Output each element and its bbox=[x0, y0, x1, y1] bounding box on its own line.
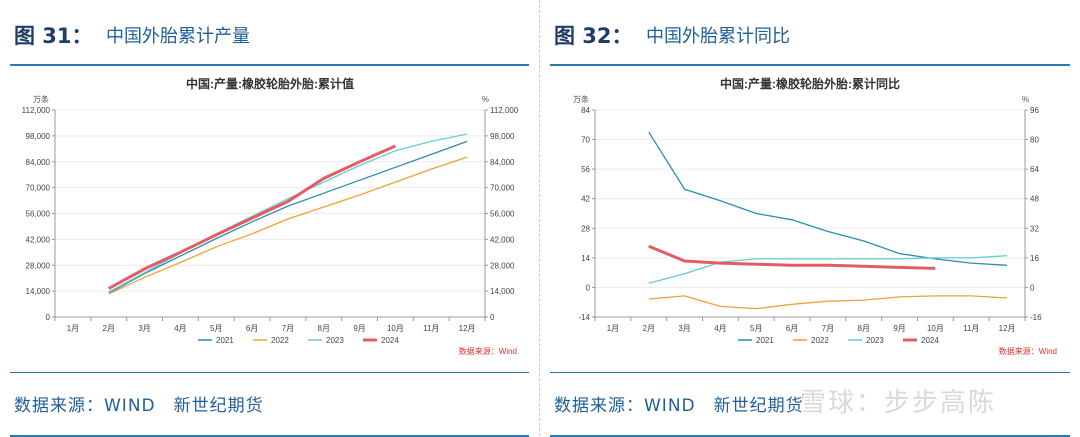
x-tick-label: 3月 bbox=[138, 324, 150, 333]
right-y-tick-label: 64 bbox=[1030, 165, 1039, 174]
left-axis-unit: 万条 bbox=[33, 94, 49, 104]
chart-source-note: 数据来源：Wind bbox=[999, 346, 1057, 356]
right-y-tick-label: 42,000 bbox=[490, 235, 515, 244]
x-tick-label: 4月 bbox=[174, 324, 186, 333]
legend-label-2023: 2023 bbox=[866, 336, 884, 345]
x-tick-label: 12月 bbox=[999, 324, 1016, 333]
right-y-tick-label: 84,000 bbox=[490, 158, 515, 167]
watermark: 雪球：步步高陈 bbox=[800, 388, 997, 418]
right-y-tick-label: 14,000 bbox=[490, 287, 515, 296]
chart-title: 中国:产量:橡胶轮胎外胎:累计值 bbox=[186, 76, 354, 91]
y-tick-label: 56,000 bbox=[26, 210, 51, 219]
y-tick-label: 70,000 bbox=[26, 184, 51, 193]
right-axis-unit: % bbox=[482, 95, 489, 104]
right-y-tick-label: 70,000 bbox=[490, 184, 515, 193]
x-tick-label: 9月 bbox=[893, 324, 905, 333]
y-tick-label: 0 bbox=[46, 313, 51, 322]
y-tick-label: 56 bbox=[581, 165, 590, 174]
right-y-tick-label: 32 bbox=[1030, 224, 1039, 233]
x-tick-label: 8月 bbox=[858, 324, 870, 333]
series-line-2024 bbox=[108, 144, 397, 290]
figure-header: 图 31： 中国外胎累计产量 bbox=[10, 14, 529, 66]
series-line-2024 bbox=[648, 244, 936, 270]
y-tick-label: 14,000 bbox=[26, 287, 51, 296]
figure-title: 中国外胎累计产量 bbox=[106, 26, 250, 47]
x-tick-label: 6月 bbox=[246, 324, 258, 333]
right-axis-unit: % bbox=[1022, 95, 1029, 104]
chart-title: 中国:产量:橡胶轮胎外胎:累计同比 bbox=[720, 76, 900, 91]
figure-label: 图 32： bbox=[554, 24, 633, 48]
x-tick-label: 1月 bbox=[607, 324, 619, 333]
series-line-2023 bbox=[108, 133, 468, 293]
x-tick-label: 5月 bbox=[750, 324, 762, 333]
y-tick-label: -14 bbox=[578, 313, 590, 322]
x-tick-label: 11月 bbox=[423, 324, 439, 333]
y-tick-label: 42 bbox=[581, 195, 590, 204]
right-y-tick-label: 28,000 bbox=[490, 261, 515, 270]
series-line-2022 bbox=[648, 295, 1008, 310]
x-tick-label: 11月 bbox=[963, 324, 979, 333]
x-tick-label: 10月 bbox=[387, 324, 404, 333]
legend-label-2022: 2022 bbox=[271, 336, 289, 345]
y-tick-label: 84 bbox=[581, 106, 590, 115]
x-tick-label: 12月 bbox=[459, 324, 476, 333]
y-tick-label: 28,000 bbox=[26, 261, 51, 270]
y-tick-label: 0 bbox=[586, 283, 591, 292]
x-tick-label: 10月 bbox=[927, 324, 944, 333]
y-tick-label: 84,000 bbox=[26, 158, 51, 167]
right-y-tick-label: 80 bbox=[1030, 136, 1039, 145]
x-tick-label: 9月 bbox=[353, 324, 365, 333]
right-y-tick-label: 56,000 bbox=[490, 210, 515, 219]
source-text: 数据来源：WIND 新世纪期货 bbox=[14, 396, 264, 416]
right-y-tick-label: 0 bbox=[1030, 283, 1035, 292]
x-tick-label: 7月 bbox=[822, 324, 834, 333]
legend-label-2024: 2024 bbox=[921, 336, 939, 345]
x-tick-label: 4月 bbox=[714, 324, 726, 333]
series-line-2023 bbox=[648, 255, 1008, 284]
right-y-tick-label: -16 bbox=[1030, 313, 1042, 322]
legend-label-2024: 2024 bbox=[381, 336, 399, 345]
legend-label-2021: 2021 bbox=[756, 336, 774, 345]
figure-32-panel: 图 32： 中国外胎累计同比 中国:产量:橡胶轮胎外胎:累计同比万条% -14 -1… bbox=[540, 0, 1080, 437]
figure-title: 中国外胎累计同比 bbox=[646, 26, 790, 47]
chart-source-note: 数据来源：Wind bbox=[459, 346, 517, 356]
right-y-tick-label: 16 bbox=[1030, 254, 1039, 263]
legend-label-2022: 2022 bbox=[811, 336, 829, 345]
legend-label-2021: 2021 bbox=[216, 336, 234, 345]
figure-31-panel: 图 31： 中国外胎累计产量 中国:产量:橡胶轮胎外胎:累计值万条% 0 0 14,0… bbox=[0, 0, 540, 437]
x-tick-label: 2月 bbox=[103, 324, 115, 333]
right-y-tick-label: 98,000 bbox=[490, 132, 515, 141]
left-axis-unit: 万条 bbox=[573, 94, 589, 104]
y-tick-label: 14 bbox=[581, 254, 590, 263]
x-tick-label: 2月 bbox=[643, 324, 655, 333]
y-tick-label: 42,000 bbox=[26, 235, 51, 244]
y-tick-label: 98,000 bbox=[26, 132, 51, 141]
right-y-tick-label: 96 bbox=[1030, 106, 1039, 115]
source-text: 数据来源：WIND 新世纪期货 bbox=[554, 396, 804, 416]
y-tick-label: 112,000 bbox=[22, 106, 51, 115]
series-line-2021 bbox=[648, 131, 1008, 266]
y-tick-label: 28 bbox=[581, 224, 590, 233]
x-tick-label: 8月 bbox=[318, 324, 330, 333]
figure-header: 图 32： 中国外胎累计同比 bbox=[550, 14, 1070, 66]
series-line-2021 bbox=[108, 140, 468, 294]
figure-label: 图 31： bbox=[14, 24, 93, 48]
figure-footer: 数据来源：WIND 新世纪期货 bbox=[10, 372, 529, 437]
series-line-2022 bbox=[108, 156, 468, 295]
right-y-tick-label: 112,000 bbox=[490, 106, 519, 115]
y-tick-label: 70 bbox=[581, 136, 590, 145]
x-tick-label: 6月 bbox=[786, 324, 798, 333]
legend-label-2023: 2023 bbox=[326, 336, 344, 345]
x-tick-label: 3月 bbox=[678, 324, 690, 333]
x-tick-label: 7月 bbox=[282, 324, 294, 333]
right-y-tick-label: 0 bbox=[490, 313, 495, 322]
right-y-tick-label: 48 bbox=[1030, 195, 1039, 204]
x-tick-label: 5月 bbox=[210, 324, 222, 333]
x-tick-label: 1月 bbox=[67, 324, 79, 333]
